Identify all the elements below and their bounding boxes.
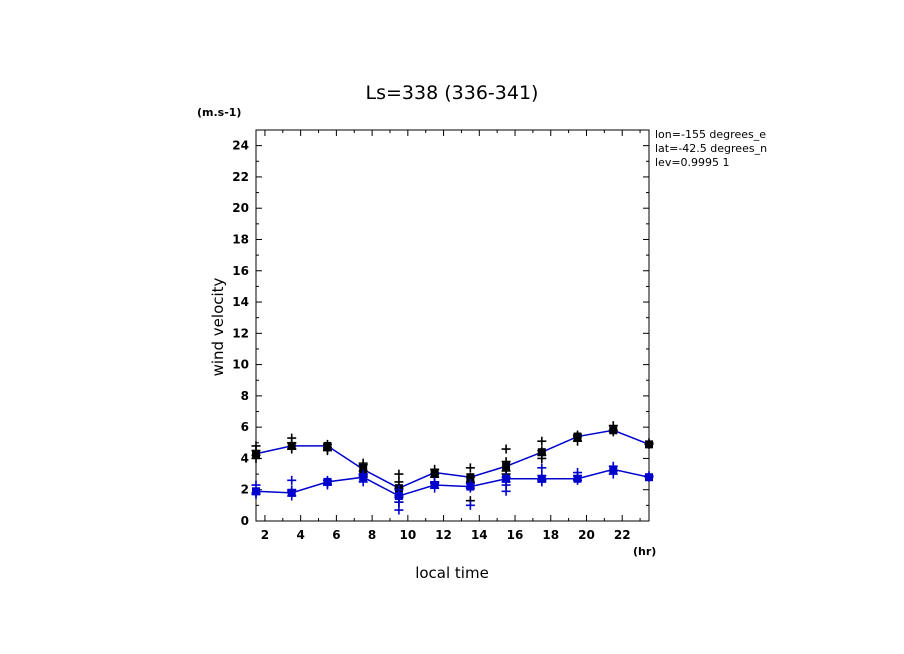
x-axis-label: local time bbox=[415, 564, 489, 582]
x-tick-label: 4 bbox=[296, 528, 304, 542]
y-axis-label: wind velocity bbox=[209, 277, 227, 376]
data-point bbox=[502, 474, 511, 483]
y-tick-label: 22 bbox=[232, 170, 249, 184]
x-tick-label: 14 bbox=[471, 528, 488, 542]
data-point bbox=[430, 481, 439, 490]
x-tick-label: 6 bbox=[332, 528, 340, 542]
scatter-point bbox=[465, 500, 475, 510]
y-tick-label: 20 bbox=[232, 201, 249, 215]
data-point bbox=[609, 465, 618, 474]
y-tick-label: 0 bbox=[241, 514, 249, 528]
x-tick-label: 18 bbox=[542, 528, 559, 542]
plot-frame bbox=[255, 129, 650, 522]
scatter-point bbox=[465, 463, 475, 473]
y-tick-label: 18 bbox=[232, 232, 249, 246]
data-point bbox=[252, 449, 260, 458]
data-point bbox=[359, 473, 368, 482]
data-point bbox=[430, 468, 439, 477]
x-tick-label: 22 bbox=[614, 528, 631, 542]
data-point bbox=[645, 473, 653, 482]
data-point bbox=[502, 462, 511, 471]
x-unit-label: (hr) bbox=[633, 545, 656, 558]
x-tick-label: 12 bbox=[435, 528, 452, 542]
data-point bbox=[609, 426, 618, 435]
y-tick-label: 2 bbox=[241, 483, 249, 497]
y-tick-label: 6 bbox=[241, 420, 249, 434]
y-unit-label: (m.s-1) bbox=[197, 106, 241, 119]
series-line bbox=[255, 468, 650, 497]
chart-title: Ls=338 (336-341) bbox=[366, 82, 539, 104]
y-tick-label: 10 bbox=[232, 358, 249, 372]
data-point bbox=[645, 440, 653, 449]
series-1 bbox=[251, 421, 654, 507]
data-point bbox=[323, 441, 332, 450]
info-lat: lat=-42.5 degrees_n bbox=[655, 142, 767, 155]
data-point bbox=[252, 487, 260, 496]
data-point bbox=[466, 473, 475, 482]
x-tick-label: 8 bbox=[368, 528, 376, 542]
scatter-point bbox=[287, 475, 297, 485]
x-tick-label: 20 bbox=[578, 528, 595, 542]
x-tick-label: 10 bbox=[399, 528, 416, 542]
scatter-point bbox=[501, 444, 511, 454]
data-point bbox=[537, 448, 546, 457]
data-point bbox=[537, 474, 546, 483]
y-tick-label: 12 bbox=[232, 326, 249, 340]
info-lon: lon=-155 degrees_e bbox=[655, 128, 766, 141]
data-point bbox=[359, 465, 368, 474]
scatter-point bbox=[537, 463, 547, 473]
data-point bbox=[323, 477, 332, 486]
series-line bbox=[255, 429, 650, 489]
data-point bbox=[287, 488, 296, 497]
info-lev: lev=0.9995 1 bbox=[655, 156, 730, 169]
data-point bbox=[466, 482, 475, 491]
data-point bbox=[394, 491, 403, 500]
y-tick-label: 24 bbox=[232, 139, 249, 153]
scatter-point bbox=[394, 469, 404, 479]
data-point bbox=[573, 474, 582, 483]
y-tick-label: 4 bbox=[241, 451, 249, 465]
x-tick-label: 2 bbox=[261, 528, 269, 542]
data-point bbox=[573, 432, 582, 441]
data-point bbox=[287, 441, 296, 450]
x-tick-label: 16 bbox=[507, 528, 524, 542]
series-2 bbox=[251, 461, 654, 515]
scatter-point bbox=[251, 441, 261, 451]
scatter-point bbox=[537, 436, 547, 446]
y-tick-label: 8 bbox=[241, 389, 249, 403]
scatter-point bbox=[394, 505, 404, 515]
y-tick-label: 14 bbox=[232, 295, 249, 309]
y-tick-label: 16 bbox=[232, 264, 249, 278]
